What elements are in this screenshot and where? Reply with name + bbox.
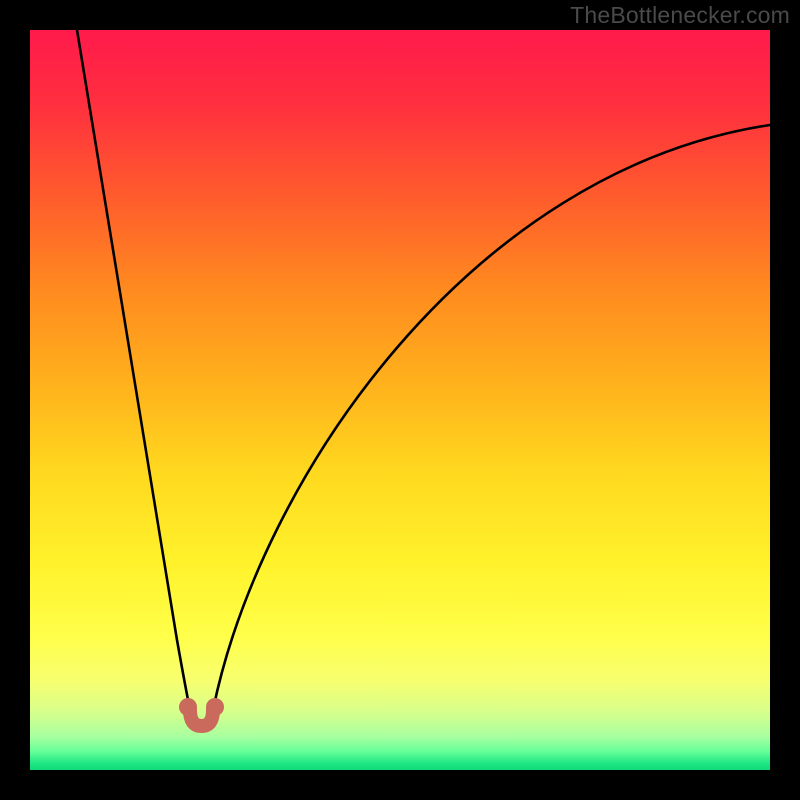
valley-marker-1 [206, 698, 224, 716]
chart-svg [0, 0, 800, 800]
valley-marker-0 [179, 698, 197, 716]
chart-stage: TheBottlenecker.com [0, 0, 800, 800]
gradient-panel [30, 30, 770, 770]
watermark-text: TheBottlenecker.com [570, 2, 790, 29]
